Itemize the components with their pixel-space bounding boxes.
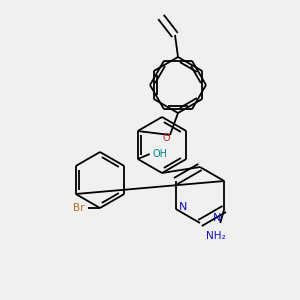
Text: Br: Br xyxy=(73,203,84,213)
Text: O: O xyxy=(162,133,170,143)
Text: NH₂: NH₂ xyxy=(206,231,226,241)
Text: N: N xyxy=(213,213,221,223)
Text: N: N xyxy=(179,202,187,212)
Text: OH: OH xyxy=(153,149,168,159)
